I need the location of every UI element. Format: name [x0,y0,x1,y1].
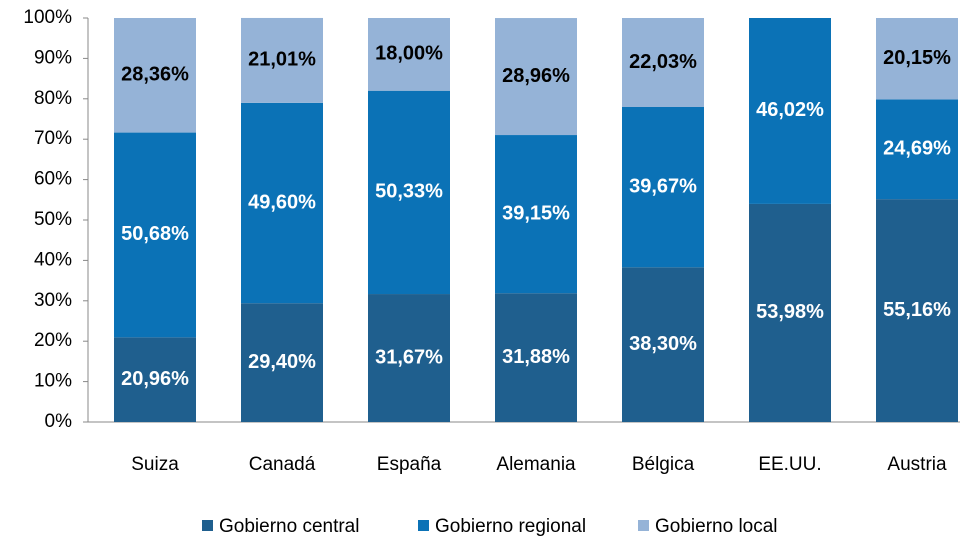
y-tick-label: 100% [23,7,72,28]
data-label: 28,96% [502,65,570,87]
y-tick-label: 60% [34,169,72,190]
y-tick-label: 30% [34,290,72,311]
bar-segment [622,267,704,422]
y-tick-label: 90% [34,47,72,68]
bar-segment [622,18,704,108]
bar-segment [114,18,196,133]
data-label: 39,15% [502,202,570,224]
bar-segment [368,90,450,295]
x-tick-label: Austria [887,454,947,475]
bar-segment [114,132,196,338]
data-label: 20,15% [883,47,951,69]
legend-label: Gobierno local [655,516,778,537]
data-label: 49,60% [248,191,316,213]
y-tick-label: 10% [34,371,72,392]
x-tick-label: Canadá [249,454,316,475]
y-tick-label: 80% [34,88,72,109]
bar-segment [368,18,450,91]
data-label: 50,33% [375,181,443,203]
data-label: 38,30% [629,333,697,355]
data-label: 31,67% [375,346,443,368]
legend-label: Gobierno regional [435,516,586,537]
y-tick-label: 50% [34,209,72,230]
bar-segment [749,18,831,204]
legend-swatch [202,520,213,531]
x-tick-label: Bélgica [632,454,695,475]
legend-swatch [638,520,649,531]
y-tick-label: 70% [34,128,72,149]
x-tick-label: Alemania [496,454,576,475]
bar-segment [876,199,958,422]
data-label: 39,67% [629,175,697,197]
bar-segment [495,135,577,294]
data-label: 53,98% [756,301,824,323]
bar-segment [495,293,577,422]
data-label: 28,36% [121,64,189,86]
data-label: 55,16% [883,299,951,321]
data-label: 22,03% [629,51,697,73]
x-tick-label: EE.UU. [758,454,821,475]
bar-segment [114,337,196,422]
y-tick-label: 0% [45,411,73,432]
bar-segment [749,203,831,422]
bar-segment [241,17,323,103]
legend-label: Gobierno central [219,516,359,537]
bar-segment [876,99,958,200]
bar-segment [241,303,323,422]
bar-segment [495,18,577,136]
bar-segment [622,107,704,268]
data-label: 24,69% [883,138,951,160]
data-label: 18,00% [375,43,443,65]
bar-segment [241,102,323,304]
data-label: 29,40% [248,351,316,373]
data-label: 20,96% [121,368,189,390]
bar-segment [368,294,450,422]
y-tick-label: 20% [34,330,72,351]
bar-segment [876,18,958,100]
legend-swatch [418,520,429,531]
y-tick-label: 40% [34,249,72,270]
x-tick-label: Suiza [131,454,179,475]
x-tick-label: España [377,454,442,475]
data-label: 31,88% [502,346,570,368]
data-label: 46,02% [756,99,824,121]
data-label: 50,68% [121,223,189,245]
data-label: 21,01% [248,49,316,71]
